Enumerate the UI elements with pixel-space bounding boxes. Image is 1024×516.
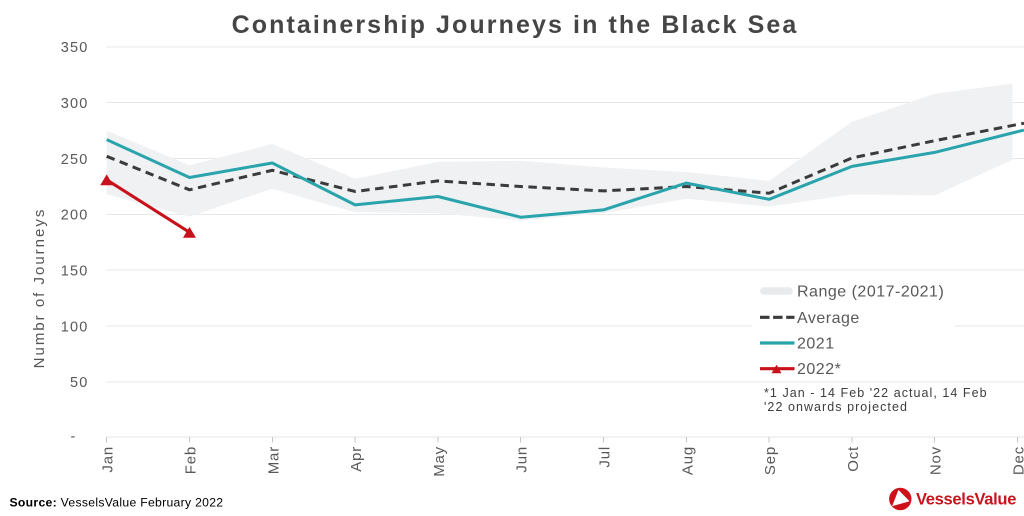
svg-text:250: 250	[61, 152, 89, 168]
svg-text:VesselsValue: VesselsValue	[916, 491, 1016, 509]
svg-text:150: 150	[61, 263, 89, 279]
svg-text:May: May	[431, 446, 448, 477]
svg-text:Containership Journeys in the: Containership Journeys in the Black Sea	[232, 11, 799, 39]
svg-text:Range (2017-2021): Range (2017-2021)	[797, 284, 944, 301]
svg-text:2022*: 2022*	[797, 361, 841, 378]
svg-text:350: 350	[61, 40, 89, 56]
svg-text:200: 200	[61, 208, 89, 224]
svg-text:300: 300	[61, 96, 89, 112]
svg-text:'22 onwards projected: '22 onwards projected	[764, 400, 908, 414]
svg-text:Source: VesselsValue February: Source: VesselsValue February 2022	[10, 496, 224, 510]
svg-text:Oct: Oct	[845, 446, 862, 472]
svg-text:Jun: Jun	[514, 446, 531, 473]
svg-text:Dec: Dec	[1011, 446, 1024, 475]
svg-text:Jul: Jul	[597, 446, 614, 468]
svg-text:Mar: Mar	[265, 446, 282, 474]
svg-text:Aug: Aug	[679, 446, 696, 475]
svg-text:2021: 2021	[797, 336, 835, 353]
svg-text:Nov: Nov	[928, 446, 945, 475]
svg-text:Feb: Feb	[183, 446, 200, 474]
svg-text:Jan: Jan	[100, 446, 117, 473]
svg-text:-: -	[70, 429, 76, 445]
svg-text:Average: Average	[797, 310, 860, 327]
svg-text:100: 100	[61, 319, 89, 335]
svg-text:Apr: Apr	[348, 446, 365, 472]
svg-text:*1 Jan - 14 Feb '22 actual, 14: *1 Jan - 14 Feb '22 actual, 14 Feb	[764, 386, 988, 400]
svg-text:Sep: Sep	[762, 446, 779, 475]
svg-text:Numbr of Journeys: Numbr of Journeys	[31, 208, 48, 369]
svg-text:50: 50	[70, 375, 89, 391]
